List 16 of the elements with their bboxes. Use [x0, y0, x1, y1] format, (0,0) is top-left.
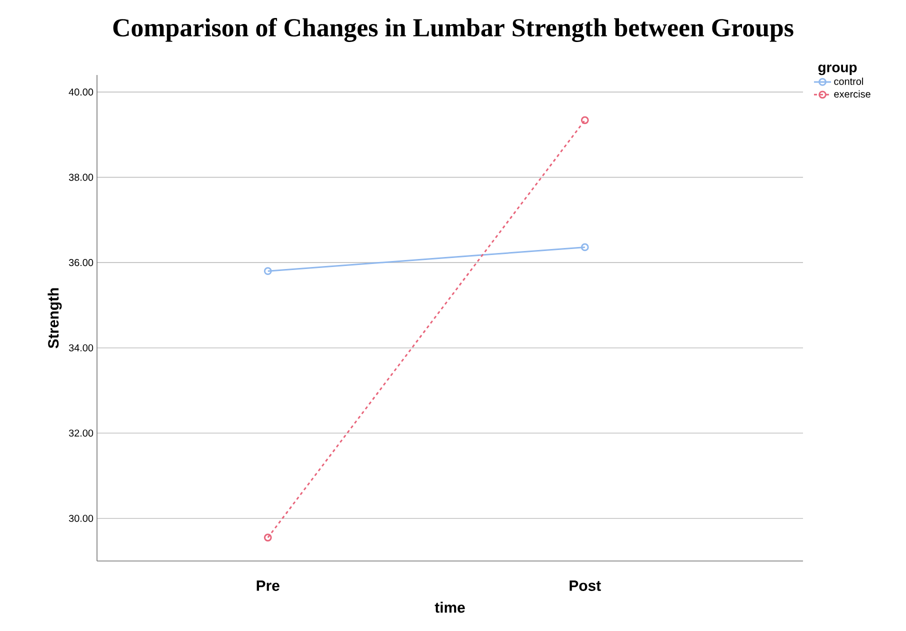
y-tick-label: 34.00: [68, 344, 94, 352]
y-tick-label: 30.00: [68, 514, 94, 522]
y-tick-label: 40.00: [68, 88, 94, 96]
chart-title: Comparison of Changes in Lumbar Strength between Groups: [113, 18, 794, 42]
y-tick-label: 38.00: [68, 174, 94, 181]
x-axis-title: time: [434, 602, 465, 613]
x-tick-label: Pre: [256, 580, 280, 591]
legend-title: group: [818, 64, 857, 76]
y-axis-title: Strength: [48, 288, 62, 348]
y-tick-label: 36.00: [68, 259, 94, 266]
x-tick-label: Post: [570, 580, 601, 591]
point: [264, 534, 272, 542]
y-tick-label: 32.00: [68, 430, 94, 437]
legend-label: exercise: [834, 90, 870, 98]
point: [580, 116, 589, 124]
legend-label: control: [834, 78, 863, 85]
